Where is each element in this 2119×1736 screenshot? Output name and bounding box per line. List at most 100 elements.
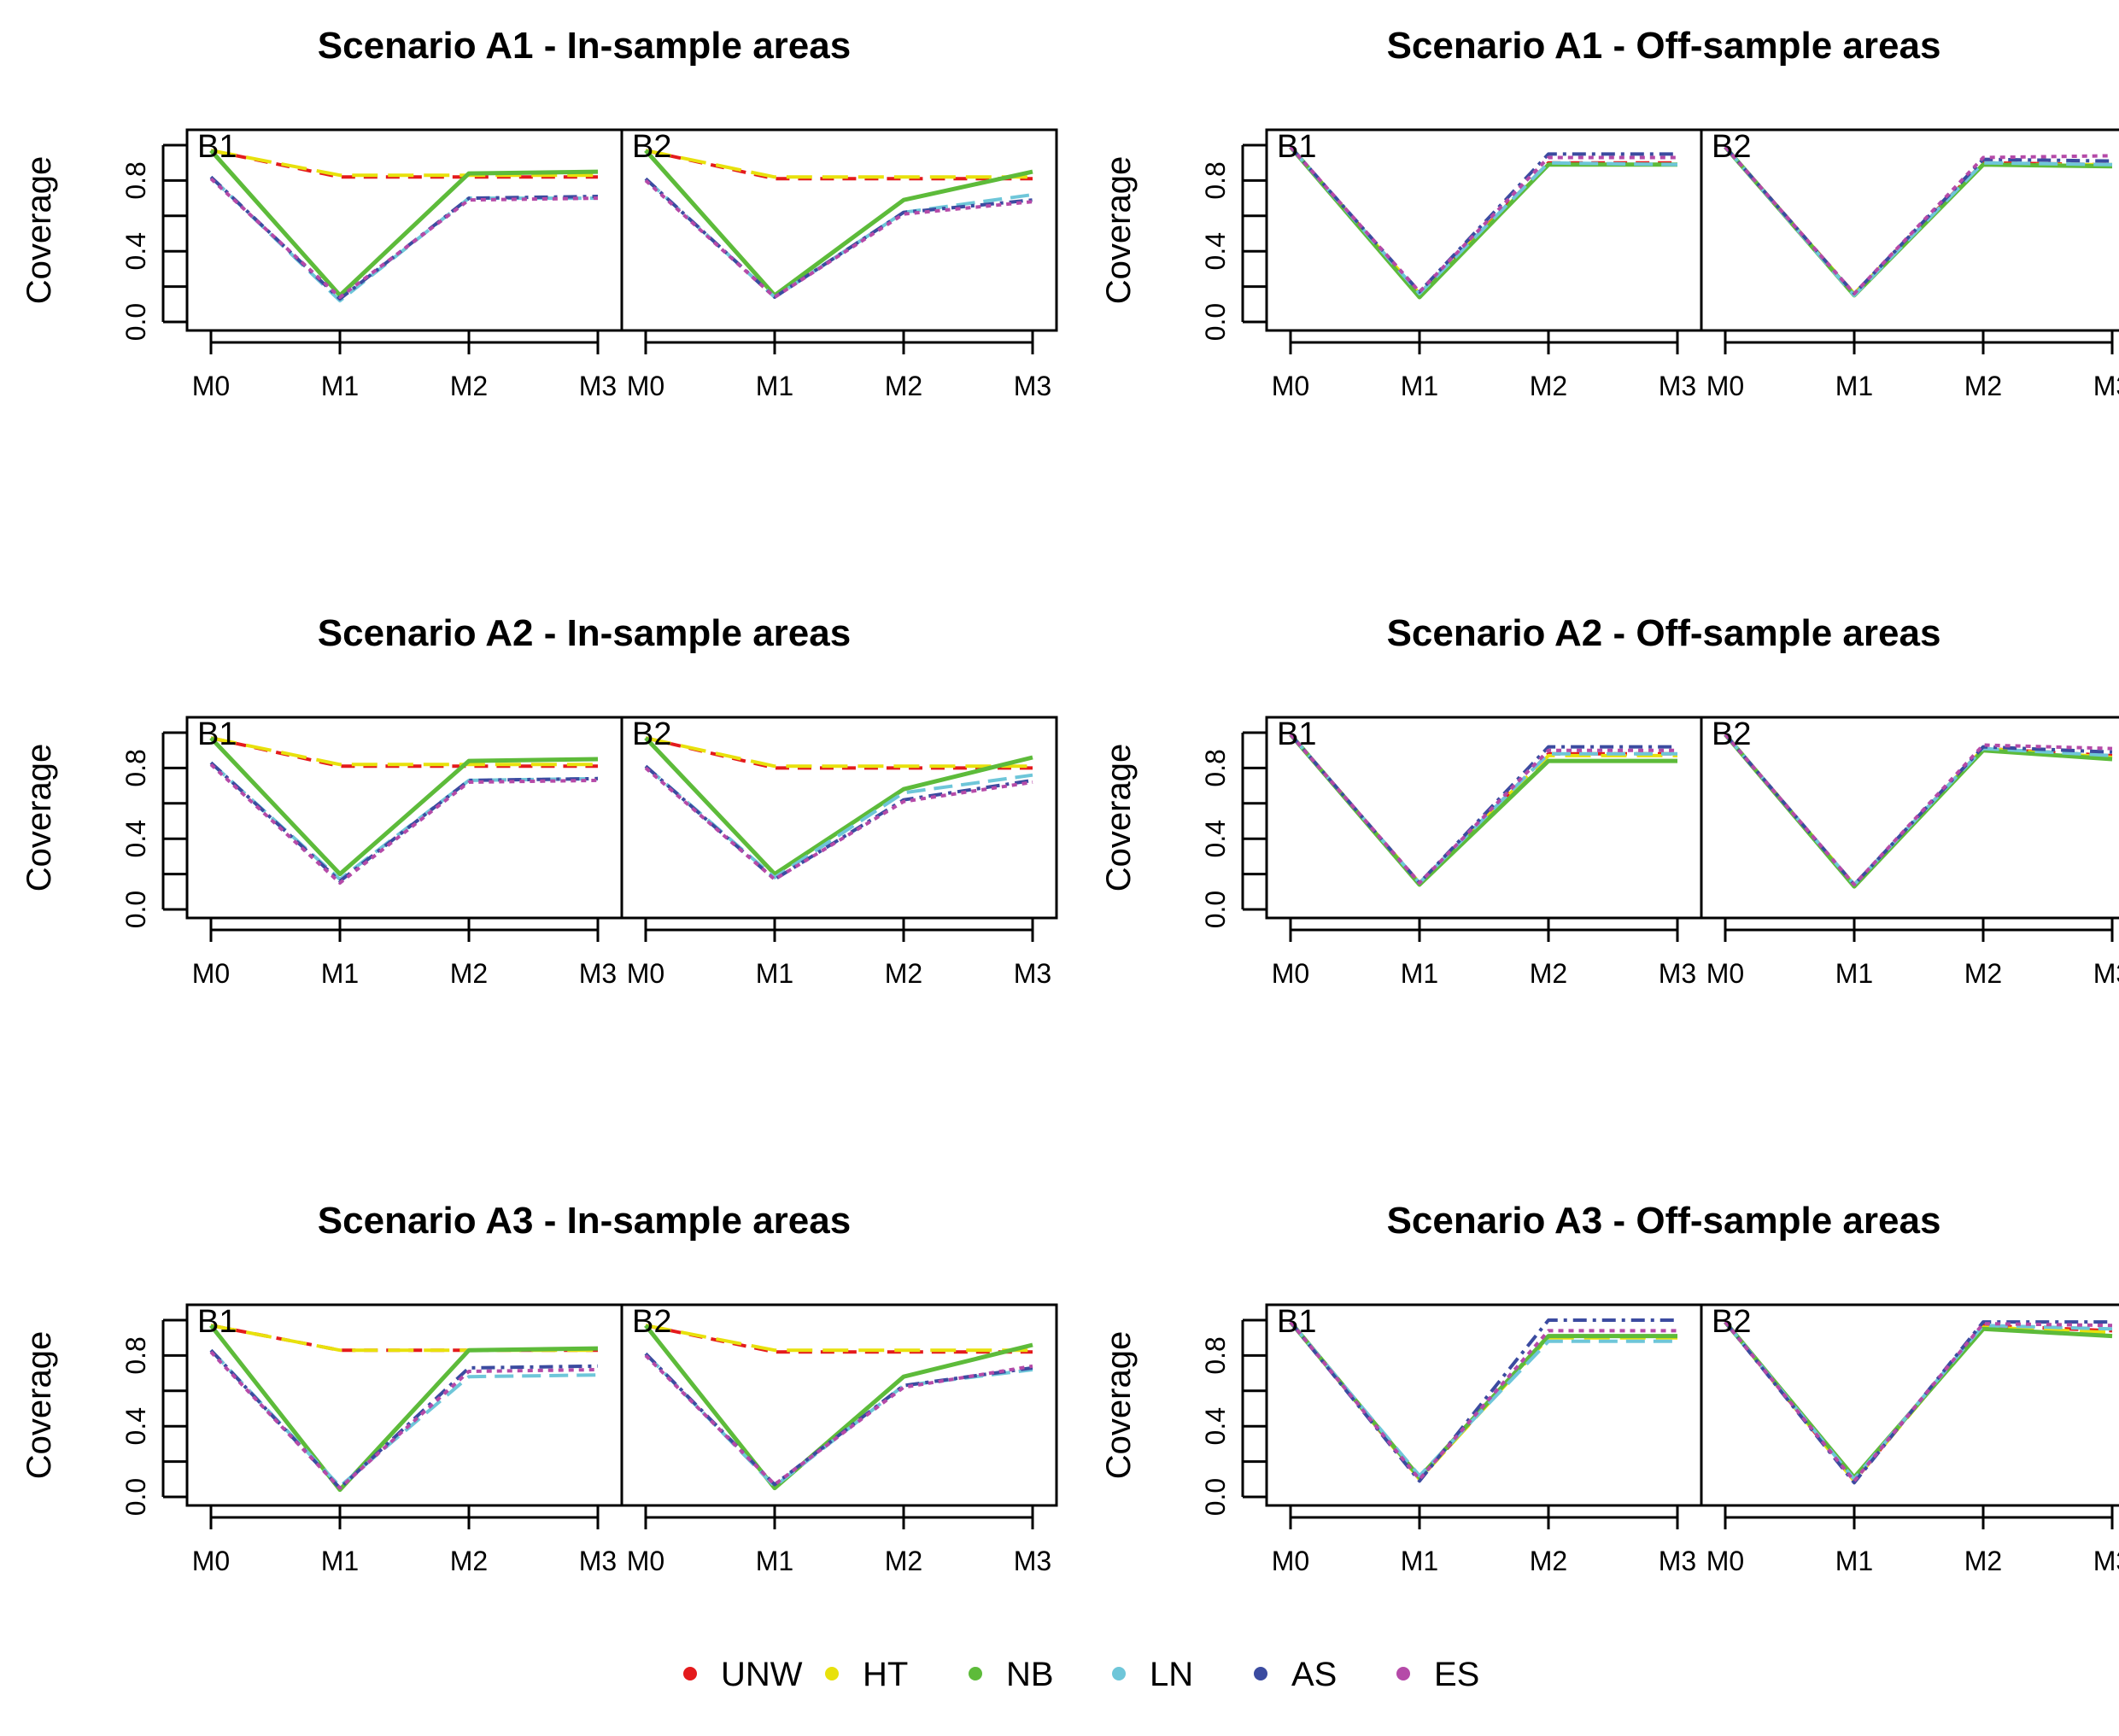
facet-b1: M0 M1 M2 M3 B1 — [192, 129, 617, 401]
series-line-es — [644, 178, 1033, 299]
y-axis-label: Coverage — [20, 744, 58, 891]
series-line-ln — [1724, 1320, 2113, 1482]
series-line-as — [644, 1352, 1033, 1487]
legend-item-unw: UNW — [683, 1656, 803, 1693]
series-line-as — [1724, 733, 2113, 886]
x-tick-label: M3 — [579, 1546, 617, 1576]
x-tick-label: M1 — [1401, 371, 1438, 401]
x-tick-label: M2 — [1530, 1546, 1567, 1576]
series-line-unw — [1289, 145, 1677, 295]
chart-title: Scenario A1 - In-sample areas — [318, 25, 851, 67]
series-line-ln — [1289, 145, 1678, 295]
y-axis-label: Coverage — [1100, 1331, 1138, 1479]
series-line-unw — [1289, 1320, 1677, 1482]
y-tick-label: 0.0 — [120, 891, 151, 928]
y-tick-label: 0.4 — [1200, 820, 1231, 857]
facet-label: B2 — [632, 1304, 671, 1340]
series-line-nb — [644, 149, 1033, 298]
series-line-nb — [209, 736, 599, 877]
y-axis-label: Coverage — [1100, 744, 1138, 891]
legend-label: AS — [1291, 1656, 1337, 1693]
x-tick-label: M3 — [1659, 371, 1696, 401]
chart-title: Scenario A2 - In-sample areas — [318, 612, 851, 654]
x-tick-label: M0 — [1272, 1546, 1309, 1576]
facet-label: B2 — [632, 716, 671, 752]
series-line-unw — [645, 1324, 1033, 1354]
x-tick-label: M2 — [450, 371, 488, 401]
x-tick-label: M2 — [1530, 958, 1567, 989]
series-line-nb — [1724, 733, 2113, 889]
x-tick-label: M0 — [1706, 371, 1744, 401]
chart-panel: Scenario A3 - Off-sample areas Coverage 0.… — [1100, 1200, 2119, 1576]
x-tick-label: M1 — [756, 371, 793, 401]
y-tick-label: 0.4 — [120, 1407, 151, 1445]
series-line-as — [209, 761, 599, 883]
facet-b2: M0 M1 M2 M3 B2 — [1706, 1304, 2119, 1576]
y-axis-label: Coverage — [20, 156, 58, 304]
y-tick-label: 0.0 — [1200, 891, 1231, 928]
legend-label: UNW — [721, 1656, 803, 1693]
series-line-ht — [1289, 145, 1677, 295]
y-tick-label: 0.0 — [1200, 1478, 1231, 1516]
x-tick-label: M2 — [1964, 371, 2002, 401]
series-line-nb — [644, 1324, 1033, 1491]
series-line-ht — [1724, 145, 2112, 295]
series-line-es — [1724, 1320, 2113, 1483]
facet-b1: M0 M1 M2 M3 B1 — [192, 716, 617, 989]
x-tick-label: M3 — [579, 958, 617, 989]
series-line-unw — [645, 736, 1033, 770]
series-line-es — [209, 177, 599, 299]
x-tick-label: M1 — [1401, 958, 1438, 989]
x-tick-label: M0 — [192, 1546, 230, 1576]
x-tick-label: M1 — [1401, 1546, 1438, 1576]
facet-b2: M0 M1 M2 M3 B2 — [627, 1304, 1051, 1576]
series-line-es — [644, 766, 1033, 881]
series-line-nb — [1289, 1320, 1677, 1480]
x-tick-label: M1 — [756, 958, 793, 989]
legend-label: HT — [863, 1656, 908, 1693]
series-line-ln — [1724, 145, 2113, 297]
y-tick-label: 0.8 — [1200, 1336, 1231, 1374]
series-line-nb — [1289, 145, 1677, 300]
series-line-nb — [209, 1324, 599, 1493]
chart-title: Scenario A2 - Off-sample areas — [1387, 612, 1941, 654]
y-axis-label: Coverage — [20, 1331, 58, 1479]
facet-b1: M0 M1 M2 M3 B1 — [192, 1304, 617, 1576]
x-tick-label: M0 — [1272, 958, 1309, 989]
series-line-es — [1724, 733, 2113, 886]
series-line-es — [209, 763, 599, 885]
series-line-ht — [645, 736, 1033, 769]
x-tick-label: M3 — [2093, 371, 2119, 401]
facet-b2: M0 M1 M2 M3 B2 — [1706, 129, 2119, 401]
x-tick-label: M2 — [1530, 371, 1567, 401]
x-tick-label: M1 — [321, 371, 359, 401]
series-line-es — [1289, 145, 1677, 294]
series-line-ln — [644, 177, 1033, 299]
legend-dot — [1112, 1667, 1126, 1680]
y-tick-label: 0.8 — [120, 161, 151, 199]
chart-title: Scenario A3 - Off-sample areas — [1387, 1200, 1941, 1242]
facet-label: B1 — [197, 716, 237, 752]
legend: UNW HT NB LN AS ES — [683, 1656, 1479, 1693]
series-line-unw — [1724, 145, 2113, 295]
facet-label: B2 — [632, 129, 671, 165]
chart-panel: Scenario A2 - Off-sample areas Coverage 0.… — [1100, 612, 2119, 989]
y-tick-label: 0.8 — [120, 749, 151, 786]
x-tick-label: M1 — [1835, 371, 1873, 401]
x-tick-label: M3 — [1014, 371, 1051, 401]
facet-label: B1 — [1277, 129, 1316, 165]
y-tick-label: 0.4 — [120, 820, 151, 857]
facet-label: B1 — [197, 1304, 237, 1340]
x-tick-label: M3 — [1659, 1546, 1696, 1576]
legend-dot — [825, 1667, 839, 1680]
legend-dot — [683, 1667, 697, 1680]
facet-label: B2 — [1712, 1304, 1751, 1340]
x-tick-label: M2 — [450, 958, 488, 989]
legend-item-as: AS — [1254, 1656, 1337, 1693]
y-tick-label: 0.8 — [1200, 749, 1231, 786]
legend-label: LN — [1150, 1656, 1193, 1693]
series-line-ht — [645, 149, 1033, 179]
series-line-ln — [209, 761, 599, 881]
y-tick-label: 0.8 — [1200, 161, 1231, 199]
